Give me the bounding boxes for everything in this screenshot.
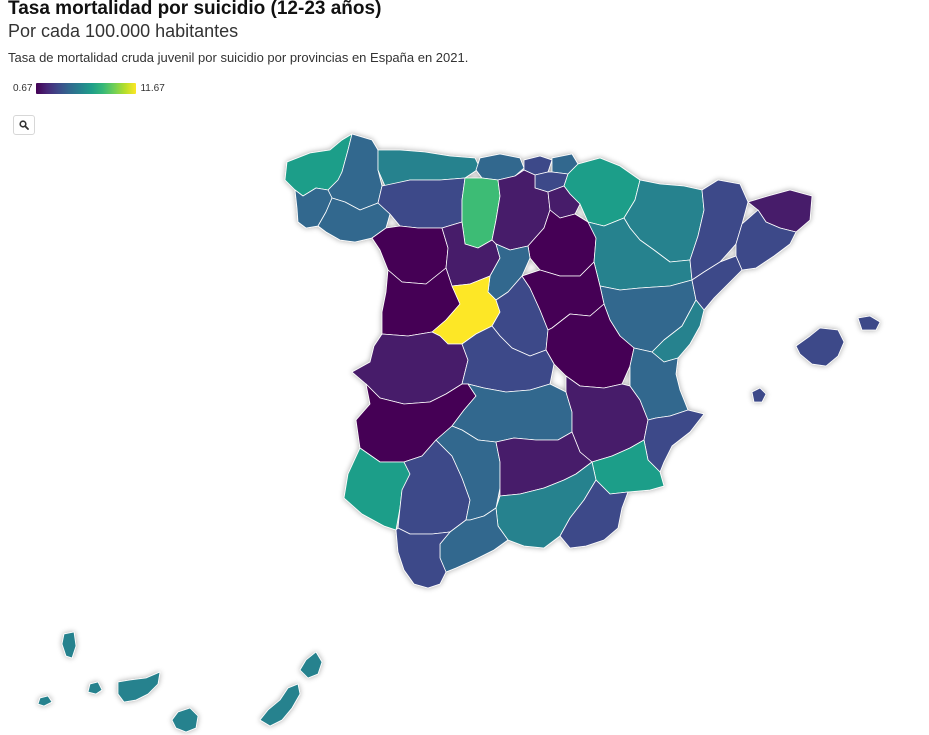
legend-max-label: 11.67 (140, 82, 165, 94)
page-subtitle: Por cada 100.000 habitantes (8, 21, 239, 41)
province-almeria[interactable] (559, 479, 629, 549)
page-title: Tasa mortalidad por suicidio (12-23 años… (8, 0, 382, 19)
province-asturias[interactable] (377, 149, 481, 187)
province-huelva[interactable] (343, 447, 411, 531)
province-tarragona[interactable] (691, 255, 743, 311)
province-cadiz[interactable] (395, 527, 451, 589)
province-lanzarote[interactable] (299, 651, 323, 679)
search-icon (19, 120, 29, 130)
provinces (37, 133, 881, 733)
page-description: Tasa de mortalidad cruda juvenil por sui… (8, 50, 469, 65)
province-la-gomera[interactable] (87, 681, 103, 695)
province-ibiza[interactable] (751, 387, 767, 403)
province-tenerife[interactable] (117, 671, 161, 703)
province-mallorca[interactable] (795, 327, 845, 367)
province-leon[interactable] (377, 177, 466, 229)
color-legend: 0.67 11.67 (13, 81, 165, 95)
province-menorca[interactable] (857, 315, 881, 331)
legend-gradient-bar (36, 82, 137, 94)
province-gran-canaria[interactable] (171, 707, 199, 733)
province-el-hierro[interactable] (37, 695, 53, 707)
legend-min-label: 0.67 (13, 82, 33, 94)
province-la-palma[interactable] (61, 631, 77, 659)
province-fuerteventura[interactable] (259, 683, 301, 727)
search-button[interactable] (13, 115, 35, 135)
province-alicante[interactable] (643, 409, 705, 473)
province-barcelona[interactable] (735, 209, 797, 271)
